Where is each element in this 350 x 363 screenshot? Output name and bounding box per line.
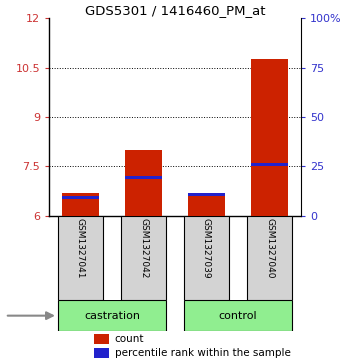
Bar <box>125 176 162 179</box>
Bar <box>184 216 229 300</box>
Bar <box>121 216 166 300</box>
Bar <box>251 163 288 166</box>
Bar <box>247 216 292 300</box>
Bar <box>58 216 103 300</box>
Bar <box>184 300 292 331</box>
Text: castration: castration <box>84 311 140 321</box>
Bar <box>188 192 225 196</box>
Bar <box>251 59 288 216</box>
Bar <box>188 192 225 216</box>
Bar <box>94 334 110 344</box>
Title: GDS5301 / 1416460_PM_at: GDS5301 / 1416460_PM_at <box>85 4 265 17</box>
Text: GSM1327042: GSM1327042 <box>139 218 148 278</box>
Bar <box>94 348 110 358</box>
Bar <box>125 150 162 216</box>
Text: control: control <box>219 311 257 321</box>
Bar <box>58 300 166 331</box>
Text: count: count <box>114 334 144 344</box>
Text: GSM1327039: GSM1327039 <box>202 218 211 279</box>
Text: percentile rank within the sample: percentile rank within the sample <box>114 348 290 358</box>
Bar <box>62 196 99 199</box>
Text: GSM1327041: GSM1327041 <box>76 218 85 278</box>
Text: GSM1327040: GSM1327040 <box>265 218 274 278</box>
Bar <box>62 192 99 216</box>
